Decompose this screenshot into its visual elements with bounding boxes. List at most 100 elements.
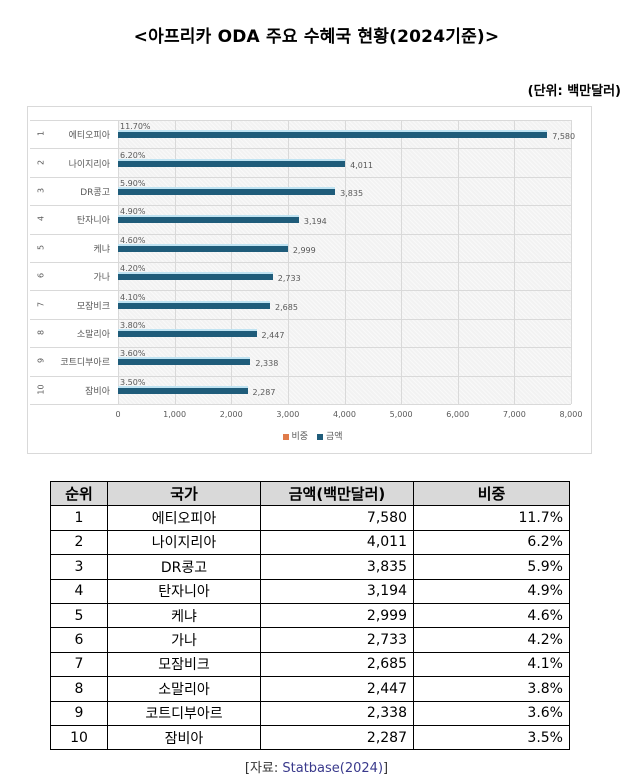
table-header-row: 순위 국가 금액(백만달러) 비중 (50, 480, 570, 507)
rank-axis-label: 10 (36, 384, 46, 395)
share-bar (118, 130, 548, 133)
amount-bar (118, 302, 271, 309)
x-tick-label: 5,000 (389, 410, 413, 419)
row-divider (30, 205, 571, 207)
share-cell: 4.9% (413, 578, 570, 604)
share-bar (118, 243, 288, 246)
row-divider (30, 347, 571, 349)
share-legend-label: 비중 (291, 432, 309, 442)
share-data-label: 3.80% (120, 321, 146, 330)
rank-axis-label: 5 (36, 244, 46, 250)
share-bar (118, 158, 346, 161)
row-divider (30, 375, 571, 377)
amount-bar (118, 245, 288, 252)
country-axis-label: 모잠비크 (76, 301, 110, 312)
rank-axis-label: 7 (36, 301, 46, 307)
share-cell: 6.2% (413, 529, 570, 556)
source-prefix: [자료: (244, 761, 283, 776)
amount-bar (118, 189, 336, 195)
x-tick-label: 7,000 (502, 410, 526, 419)
country-cell: 소말리아 (107, 676, 261, 702)
table-row: 7 모잠비크 2,685 4.1% (50, 651, 570, 678)
country-cell: 나이지리아 (107, 529, 261, 556)
row-divider (30, 148, 571, 150)
rank-axis-label: 6 (36, 273, 46, 279)
table-row: 2 나이지리아 4,011 6.2% (50, 529, 570, 556)
share-data-label: 3.60% (120, 349, 146, 359)
share-cell: 4.6% (413, 602, 570, 629)
country-axis-label: 탄자니아 (76, 216, 110, 227)
share-legend-swatch (282, 433, 289, 440)
share-cell: 3.8% (413, 676, 570, 702)
amount-data-label: 2,447 (261, 331, 285, 340)
recipients-table: 순위 국가 금액(백만달러) 비중 1 에티오피아 7,580 11.7% 2 나이지리아… (50, 480, 570, 751)
rank-axis-label: 1 (36, 131, 46, 137)
amount-data-label: 2,999 (292, 245, 316, 255)
amount-bar (118, 217, 299, 224)
chart-legend: 비중 금액 (28, 429, 591, 442)
rank-cell: 8 (50, 676, 108, 702)
rank-cell: 3 (50, 554, 108, 580)
share-data-label: 5.90% (120, 179, 146, 188)
share-bar (118, 272, 273, 275)
table-row: 6 가나 2,733 4.2% (50, 627, 570, 653)
country-cell: 잠비아 (107, 724, 261, 751)
rank-cell: 1 (50, 505, 108, 531)
amount-bar (118, 359, 251, 366)
rank-cell: 2 (50, 529, 108, 556)
amount-bar (118, 387, 248, 394)
country-axis-label: 소말리아 (76, 330, 110, 340)
rank-cell: 5 (50, 602, 108, 629)
share-cell: 3.6% (413, 700, 570, 726)
country-cell: 가나 (107, 627, 261, 653)
amount-legend-swatch (316, 433, 323, 440)
country-cell: 모잠비크 (107, 651, 261, 678)
source-suffix: ] (383, 761, 389, 776)
share-data-label: 4.90% (120, 207, 146, 217)
amount-cell: 7,580 (260, 505, 414, 531)
row-divider (30, 404, 571, 405)
amount-data-label: 7,580 (552, 132, 576, 142)
amount-cell: 2,287 (260, 724, 414, 751)
amount-bar (118, 331, 257, 337)
rank-axis-label: 8 (36, 329, 46, 336)
country-axis-label: DR콩고 (80, 188, 110, 198)
x-tick-label: 2,000 (219, 410, 243, 419)
rank-cell: 4 (50, 578, 108, 604)
row-divider (30, 120, 571, 121)
country-cell: 탄자니아 (107, 578, 261, 604)
row-divider (30, 176, 571, 178)
share-cell: 11.7% (413, 505, 570, 531)
plot-area: 1 에티오피아 11.70% 7,580 2 나이지리아 6.20% 4,011 3 DR콩고 5.… (30, 120, 575, 405)
amount-data-label: 2,685 (275, 302, 298, 312)
x-gridline (571, 120, 572, 404)
country-cell: 케냐 (107, 602, 261, 629)
amount-data-label: 3,835 (340, 189, 364, 198)
rank-cell: 7 (50, 651, 108, 678)
country-axis-label: 케냐 (93, 244, 110, 255)
amount-data-label: 4,011 (350, 160, 374, 170)
col-country-header: 국가 (107, 480, 261, 507)
table-row: 5 케냐 2,999 4.6% (50, 602, 570, 629)
rank-cell: 10 (50, 724, 108, 751)
col-amount-header: 금액(백만달러) (260, 480, 414, 507)
x-tick-label: 6,000 (446, 410, 470, 419)
share-data-label: 11.70% (120, 122, 151, 132)
country-cell: DR콩고 (107, 554, 261, 580)
amount-bar (118, 160, 346, 167)
share-data-label: 4.60% (120, 235, 146, 245)
amount-cell: 2,338 (260, 700, 414, 726)
share-cell: 4.2% (413, 627, 570, 653)
col-share-header: 비중 (413, 480, 570, 507)
x-tick-label: 3,000 (276, 410, 300, 419)
amount-bar (118, 274, 273, 281)
share-data-label: 6.20% (120, 150, 146, 160)
country-axis-label: 코트디부아르 (60, 358, 110, 369)
amount-data-label: 3,194 (303, 217, 327, 227)
source-link[interactable]: Statbase(2024) (282, 761, 384, 776)
amount-cell: 3,835 (260, 554, 414, 580)
rank-axis-label: 4 (36, 216, 46, 222)
country-axis-label: 가나 (93, 273, 110, 284)
amount-cell: 2,733 (260, 627, 414, 653)
table-row: 8 소말리아 2,447 3.8% (50, 676, 570, 702)
